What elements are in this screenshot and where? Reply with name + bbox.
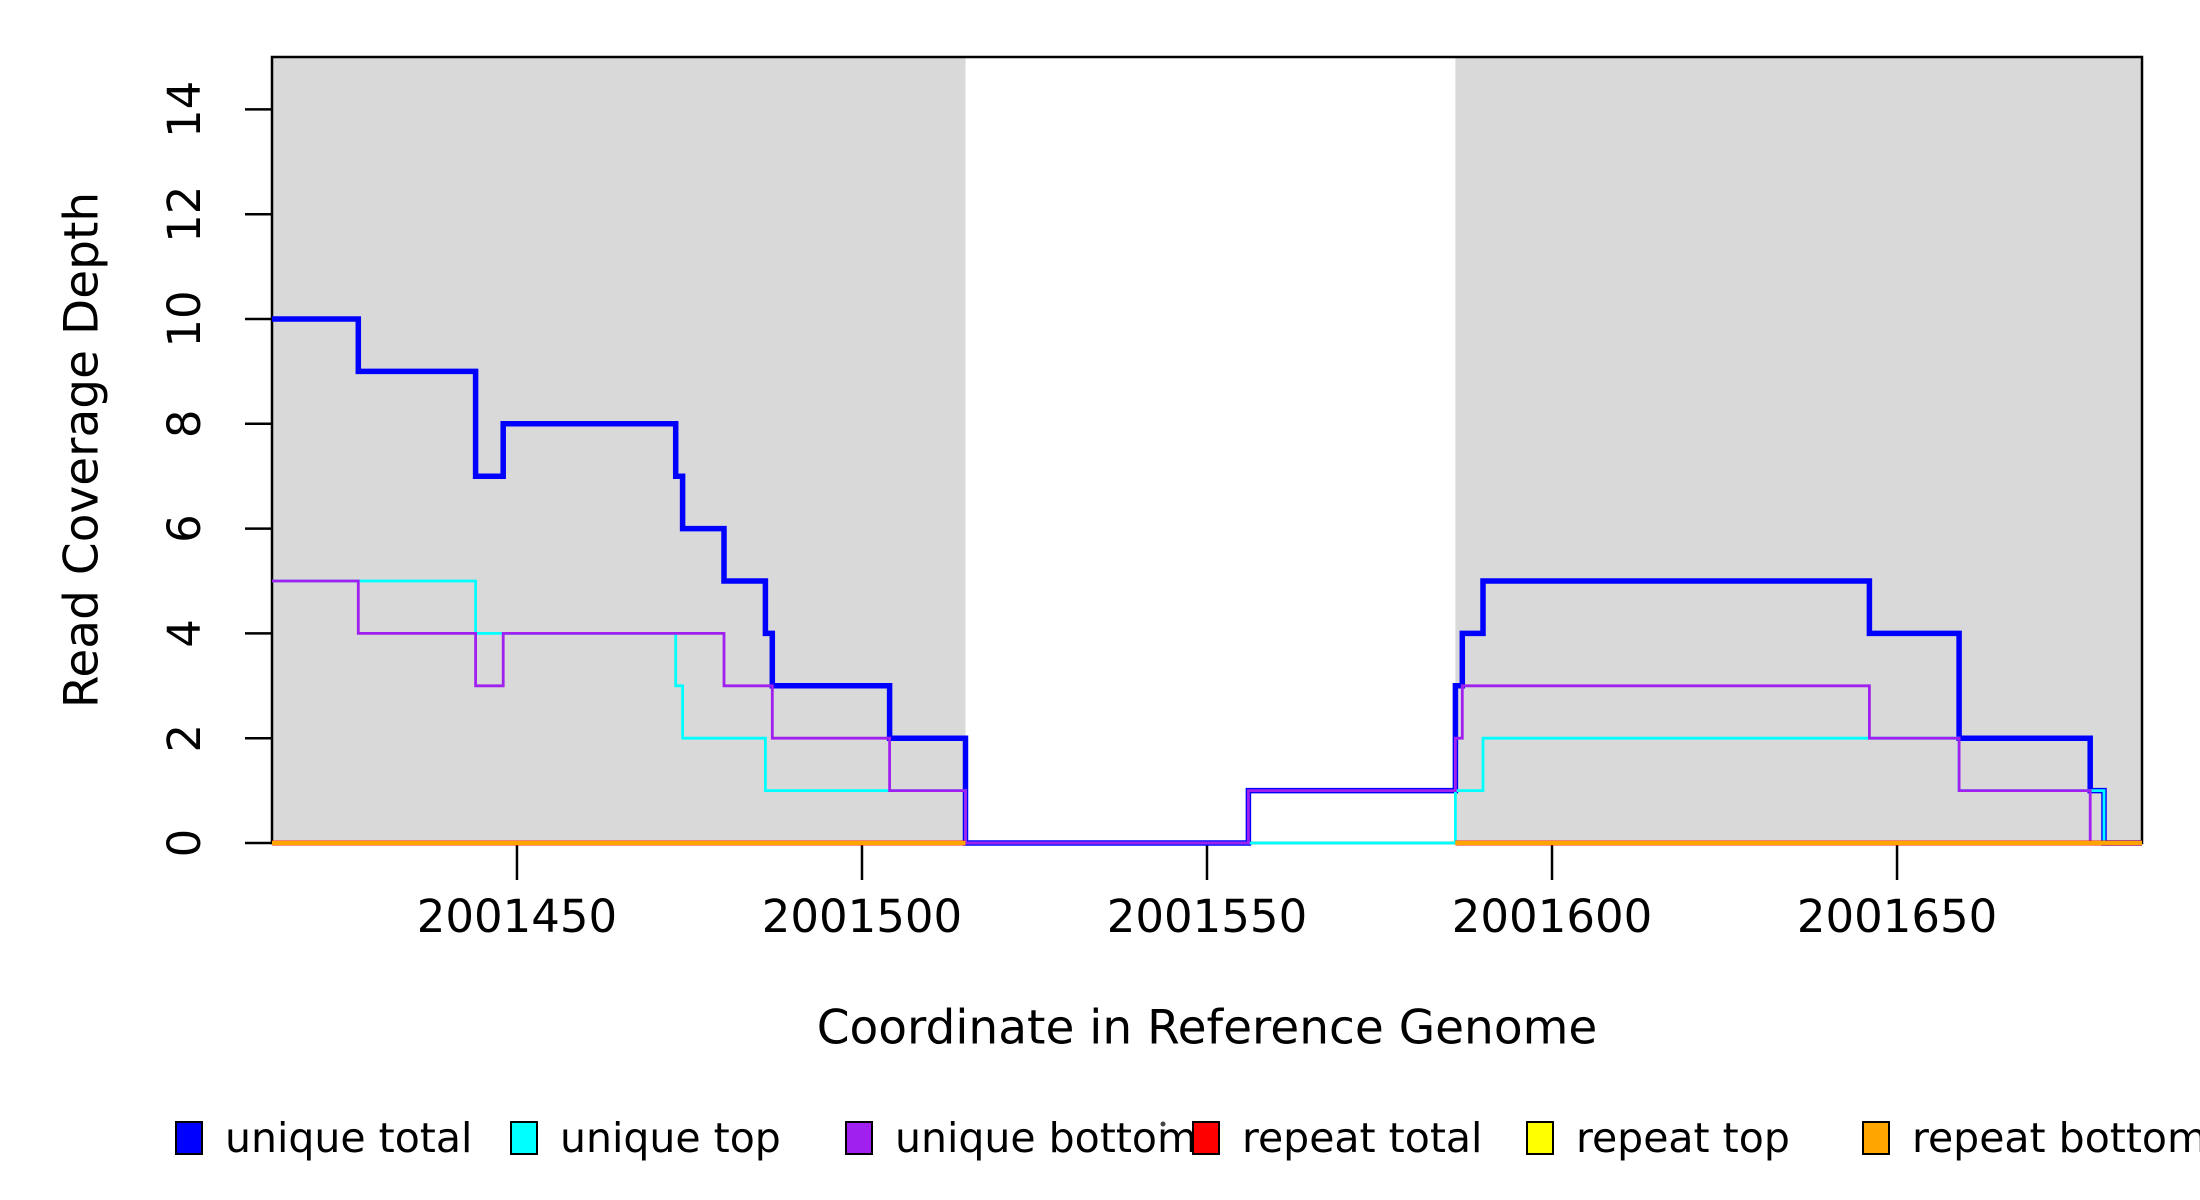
x-tick-label: 2001550	[1107, 890, 1307, 943]
series-unique-total	[272, 316, 2142, 846]
x-tick-label: 2001650	[1797, 890, 1997, 943]
legend-swatch-unique-bottom	[845, 1121, 873, 1155]
legend-swatch-repeat-total	[1192, 1121, 1220, 1155]
legend-swatch-unique-total	[175, 1121, 203, 1155]
x-axis-title: Coordinate in Reference Genome	[816, 1000, 1598, 1056]
legend-swatch-repeat-top	[1526, 1121, 1554, 1155]
legend-item-unique-total: unique total	[175, 1114, 473, 1162]
legend-swatch-repeat-bottom	[1862, 1121, 1890, 1155]
legend-item-repeat-top: repeat top	[1526, 1114, 1790, 1162]
legend-label: repeat total	[1242, 1114, 1483, 1162]
y-tick-label: 4	[158, 619, 211, 648]
y-tick-label: 6	[158, 514, 211, 543]
legend-item-repeat-bottom: repeat bottom	[1862, 1114, 2200, 1162]
x-tick-label: 2001450	[417, 890, 617, 943]
legend-label: unique bottom	[895, 1114, 1197, 1162]
x-tick-label: 2001600	[1452, 890, 1652, 943]
y-axis-title: Read Coverage Depth	[54, 191, 110, 709]
stray-mark	[1160, 1121, 1166, 1127]
repeat-region-1	[272, 57, 966, 843]
y-tick-label: 14	[158, 81, 211, 138]
legend-label: repeat top	[1576, 1114, 1790, 1162]
y-tick-label: 10	[158, 290, 211, 347]
y-tick-label: 8	[158, 409, 211, 438]
repeat-region-2	[1455, 57, 2142, 843]
legend-label: repeat bottom	[1912, 1114, 2200, 1162]
y-tick-label: 0	[158, 829, 211, 858]
legend-swatch-unique-top	[510, 1121, 538, 1155]
legend-item-repeat-total: repeat total	[1192, 1114, 1483, 1162]
series-unique-bottom	[272, 579, 2142, 845]
y-tick-label: 2	[158, 724, 211, 753]
legend-item-unique-top: unique top	[510, 1114, 781, 1162]
legend-label: unique top	[560, 1114, 781, 1162]
x-tick-label: 2001500	[762, 890, 962, 943]
legend-label: unique total	[225, 1114, 473, 1162]
y-tick-label: 12	[158, 186, 211, 243]
legend-item-unique-bottom: unique bottom	[845, 1114, 1197, 1162]
